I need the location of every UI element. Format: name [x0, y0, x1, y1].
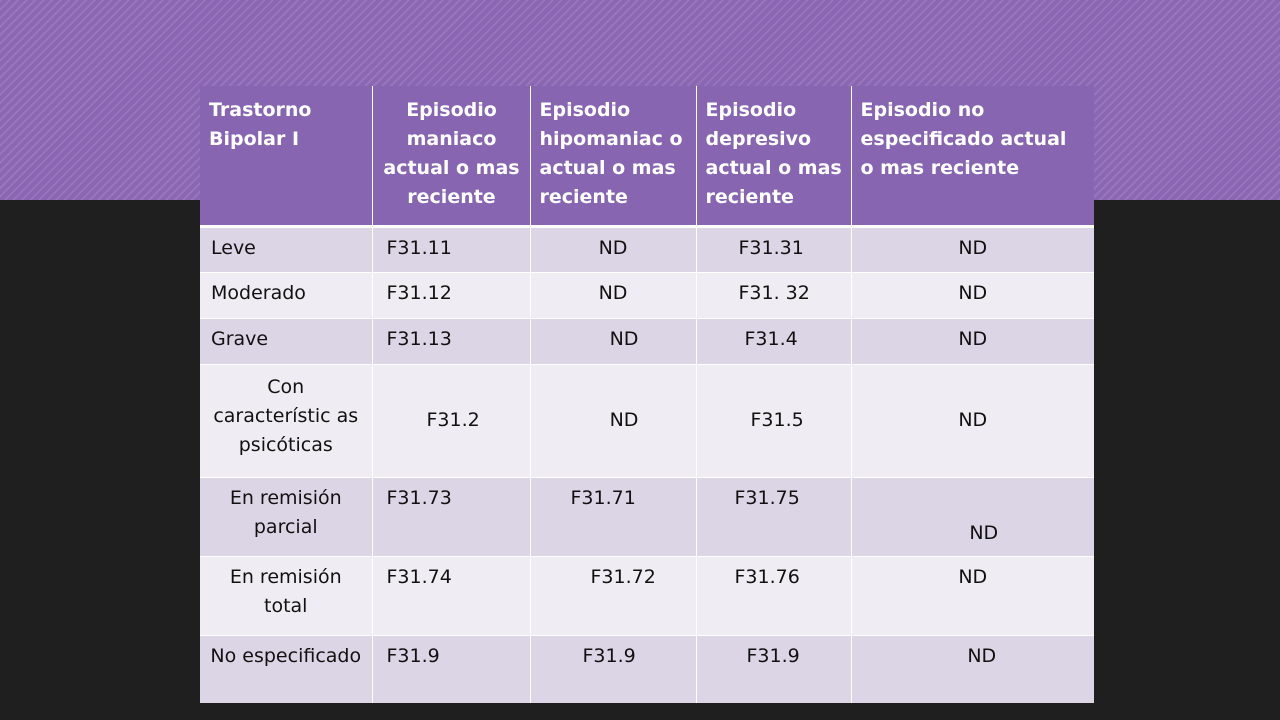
header-cell-unspecified: Episodio no especificado actual o mas re… — [850, 86, 1094, 228]
code-cell: F31.13 — [371, 317, 530, 364]
header-row: Trastorno Bipolar I Episodio maniaco act… — [200, 86, 1094, 228]
row-label: Moderado — [200, 271, 372, 318]
code-cell: F31.31 — [695, 225, 851, 272]
code-cell: ND — [529, 225, 696, 272]
code-cell: F31. 32 — [695, 271, 851, 318]
row-label: Leve — [200, 225, 372, 272]
code-cell: F31.12 — [371, 271, 530, 318]
code-cell: F31.9 — [529, 634, 696, 703]
code-cell: F31.72 — [529, 555, 696, 635]
bipolar-codes-table: Trastorno Bipolar I Episodio maniaco act… — [200, 86, 1094, 703]
code-cell: ND — [529, 363, 696, 477]
code-cell: ND — [850, 271, 1094, 318]
header-cell-manic: Episodio maniaco actual o mas reciente — [371, 86, 530, 228]
table-row: En remisión parcial F31.73 F31.71 F31.75… — [200, 476, 1094, 556]
code-cell: F31.4 — [695, 317, 851, 364]
code-cell: ND — [850, 476, 1094, 556]
code-cell: ND — [850, 317, 1094, 364]
code-cell: ND — [850, 555, 1094, 635]
row-label: Grave — [200, 317, 372, 364]
code-cell: ND — [850, 363, 1094, 477]
code-cell: ND — [529, 271, 696, 318]
row-label: No especificado — [200, 634, 372, 703]
code-cell: F31.9 — [371, 634, 530, 703]
code-cell: F31.74 — [371, 555, 530, 635]
header-cell-disorder: Trastorno Bipolar I — [200, 86, 372, 228]
table-row: Moderado F31.12 ND F31. 32 ND — [200, 271, 1094, 318]
code-cell: F31.5 — [695, 363, 851, 477]
row-label: Con característic as psicóticas — [200, 363, 372, 477]
table-container: Trastorno Bipolar I Episodio maniaco act… — [200, 86, 1094, 720]
table-row: No especificado F31.9 F31.9 F31.9 ND — [200, 634, 1094, 703]
code-cell: ND — [529, 317, 696, 364]
table-row: En remisión total F31.74 F31.72 F31.76 N… — [200, 555, 1094, 635]
header-cell-depressive: Episodio depresivo actual o mas reciente — [695, 86, 851, 228]
code-cell: F31.11 — [371, 225, 530, 272]
code-cell: F31.71 — [529, 476, 696, 556]
table-row: Grave F31.13 ND F31.4 ND — [200, 317, 1094, 364]
code-cell: ND — [850, 225, 1094, 272]
code-cell: F31.73 — [371, 476, 530, 556]
row-label: En remisión total — [200, 555, 372, 635]
code-cell: F31.75 — [695, 476, 851, 556]
table-row: Con característic as psicóticas F31.2 ND… — [200, 363, 1094, 477]
code-cell: F31.76 — [695, 555, 851, 635]
code-cell: ND — [850, 634, 1094, 703]
table-row: Leve F31.11 ND F31.31 ND — [200, 225, 1094, 272]
code-cell: F31.9 — [695, 634, 851, 703]
header-cell-hypomanic: Episodio hipomaniac o actual o mas recie… — [529, 86, 696, 228]
code-cell: F31.2 — [371, 363, 530, 477]
row-label: En remisión parcial — [200, 476, 372, 556]
